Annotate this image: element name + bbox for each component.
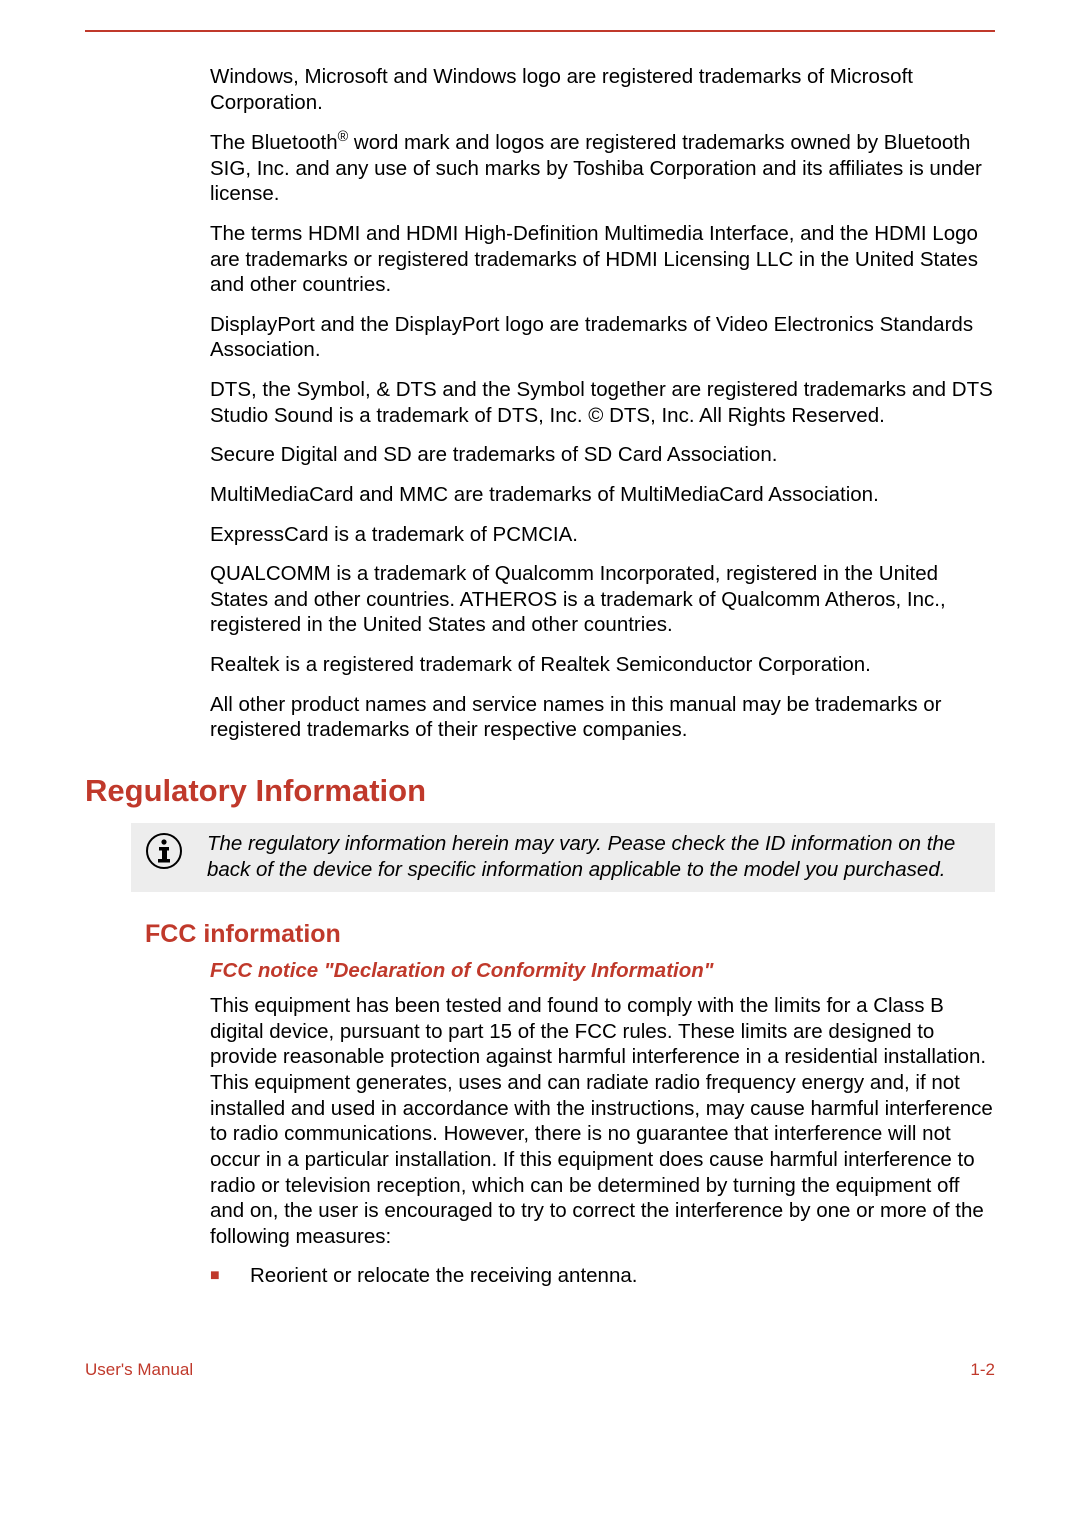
- paragraph: DTS, the Symbol, & DTS and the Symbol to…: [210, 377, 995, 428]
- fcc-body: This equipment has been tested and found…: [210, 993, 995, 1249]
- paragraph: Realtek is a registered trademark of Rea…: [210, 652, 995, 678]
- paragraph: MultiMediaCard and MMC are trademarks of…: [210, 482, 995, 508]
- heading-fcc-notice: FCC notice "Declaration of Conformity In…: [210, 959, 995, 983]
- registered-symbol: ®: [338, 129, 349, 145]
- page-footer: User's Manual 1-2: [85, 1359, 995, 1380]
- info-note-text: The regulatory information herein may va…: [207, 831, 981, 882]
- paragraph: The Bluetooth® word mark and logos are r…: [210, 129, 995, 207]
- paragraph: ExpressCard is a trademark of PCMCIA.: [210, 522, 995, 548]
- heading-fcc-information: FCC information: [145, 920, 995, 949]
- paragraph: DisplayPort and the DisplayPort logo are…: [210, 312, 995, 363]
- bullet-square-icon: ■: [210, 1263, 250, 1289]
- paragraph: This equipment has been tested and found…: [210, 993, 995, 1249]
- heading-regulatory-information: Regulatory Information: [85, 773, 995, 809]
- text-run: The Bluetooth: [210, 131, 338, 154]
- info-icon: [141, 831, 187, 874]
- info-note-box: The regulatory information herein may va…: [131, 823, 995, 892]
- footer-right: 1-2: [970, 1360, 995, 1380]
- bullet-item: ■ Reorient or relocate the receiving ant…: [210, 1263, 995, 1289]
- bullet-text: Reorient or relocate the receiving anten…: [250, 1263, 637, 1289]
- top-rule: [85, 30, 995, 32]
- document-page: Windows, Microsoft and Windows logo are …: [0, 0, 1080, 1410]
- paragraph: The terms HDMI and HDMI High-Definition …: [210, 221, 995, 298]
- paragraph: Secure Digital and SD are trademarks of …: [210, 442, 995, 468]
- paragraph: All other product names and service name…: [210, 692, 995, 743]
- paragraph: Windows, Microsoft and Windows logo are …: [210, 64, 995, 115]
- trademark-paragraphs: Windows, Microsoft and Windows logo are …: [210, 64, 995, 743]
- paragraph: QUALCOMM is a trademark of Qualcomm Inco…: [210, 561, 995, 638]
- footer-left: User's Manual: [85, 1360, 193, 1380]
